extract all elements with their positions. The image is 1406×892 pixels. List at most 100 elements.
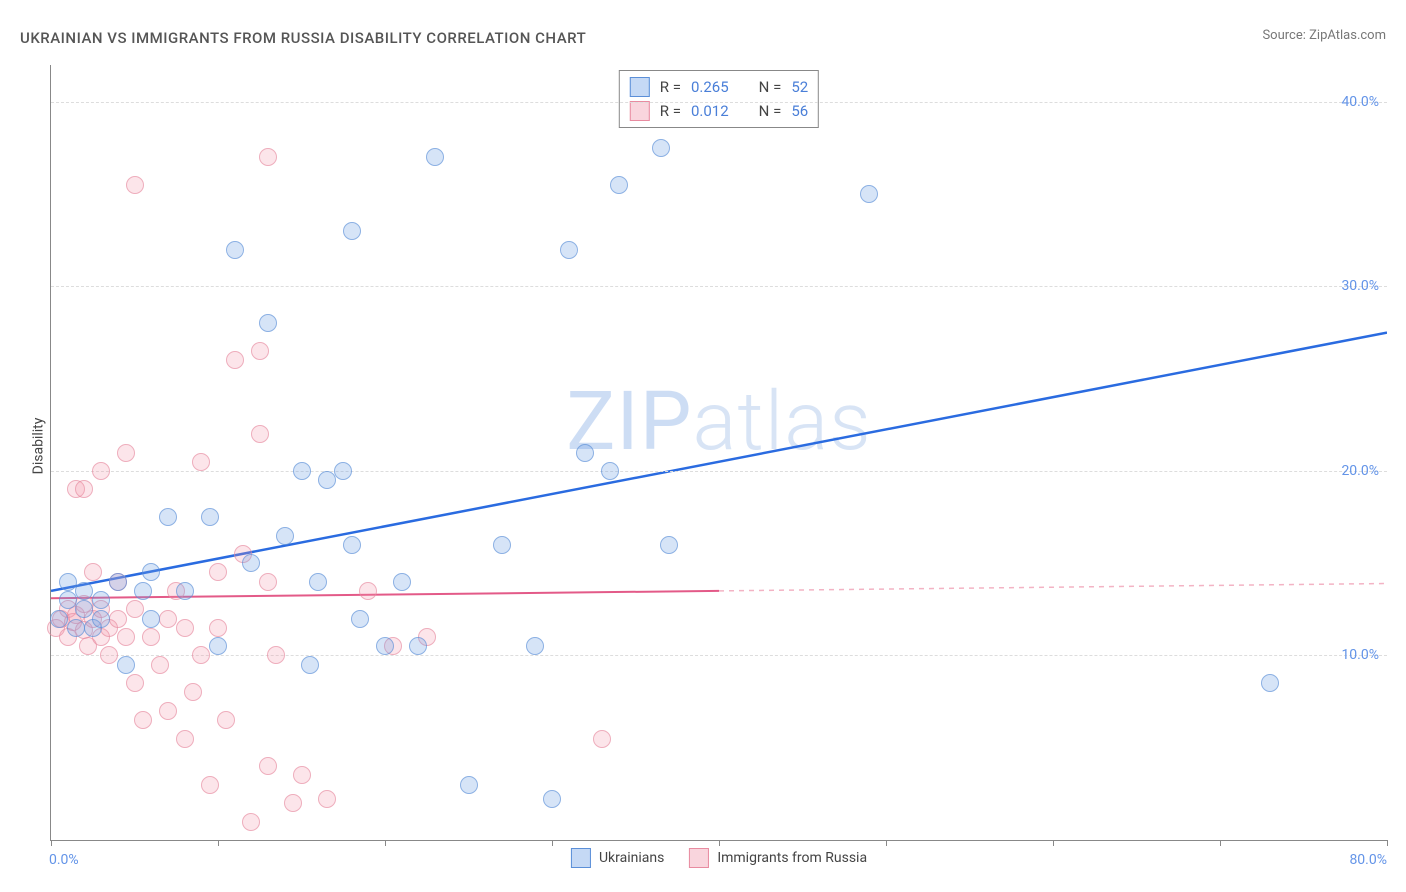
data-point [284,794,302,812]
legend: Ukrainians Immigrants from Russia [571,848,867,868]
data-point [601,462,619,480]
scatter-plot: ZIPatlas R = 0.265 N = 52 R = 0.012 N = … [50,65,1387,841]
data-point [75,480,93,498]
x-tick [51,840,52,846]
data-point [176,619,194,637]
swatch-blue-icon [571,848,591,868]
data-point [543,790,561,808]
data-point [59,591,77,609]
data-point [242,554,260,572]
data-point [184,683,202,701]
data-point [1261,674,1279,692]
data-point [267,646,285,664]
data-point [293,462,311,480]
legend-item-ukrainians: Ukrainians [571,848,664,868]
data-point [293,766,311,784]
data-point [309,573,327,591]
x-tick-label: 80.0% [1349,852,1387,868]
data-point [117,628,135,646]
data-point [126,176,144,194]
data-point [209,619,227,637]
data-point [259,148,277,166]
data-point [92,591,110,609]
data-point [652,139,670,157]
data-point [343,222,361,240]
data-point [226,241,244,259]
data-point [393,573,411,591]
grid-line [51,471,1387,472]
data-point [376,637,394,655]
data-point [217,711,235,729]
data-point [159,508,177,526]
data-point [359,582,377,600]
data-point [301,656,319,674]
swatch-blue-icon [630,77,650,97]
data-point [84,563,102,581]
data-point [318,471,336,489]
data-point [142,610,160,628]
data-point [151,656,169,674]
data-point [526,637,544,655]
data-point [176,582,194,600]
data-point [134,711,152,729]
data-point [142,563,160,581]
data-point [117,444,135,462]
x-tick [218,840,219,846]
x-tick-label: 0.0% [49,852,79,868]
data-point [134,582,152,600]
chart-title: UKRAINIAN VS IMMIGRANTS FROM RUSSIA DISA… [20,29,586,47]
data-point [660,536,678,554]
data-point [226,351,244,369]
data-point [126,600,144,618]
y-tick-label: 20.0% [1341,463,1379,479]
data-point [117,656,135,674]
y-tick-label: 40.0% [1341,94,1379,110]
data-point [159,702,177,720]
swatch-pink-icon [630,101,650,121]
data-point [209,563,227,581]
data-point [251,342,269,360]
data-point [109,610,127,628]
data-point [276,527,294,545]
data-point [593,730,611,748]
x-tick [385,840,386,846]
data-point [860,185,878,203]
x-tick [1387,840,1388,846]
data-point [201,776,219,794]
data-point [67,619,85,637]
data-point [560,241,578,259]
data-point [251,425,269,443]
data-point [92,610,110,628]
data-point [109,573,127,591]
data-point [100,646,118,664]
data-point [176,730,194,748]
x-tick [719,840,720,846]
data-point [351,610,369,628]
y-axis-label: Disability [30,418,46,475]
data-point [59,573,77,591]
data-point [126,674,144,692]
trend-lines-layer [51,65,1387,840]
data-point [50,610,68,628]
data-point [92,462,110,480]
x-tick [1053,840,1054,846]
data-point [192,646,210,664]
source-credit: Source: ZipAtlas.com [1262,28,1386,43]
data-point [426,148,444,166]
correlation-stats-box: R = 0.265 N = 52 R = 0.012 N = 56 [619,70,819,128]
data-point [142,628,160,646]
watermark-text: ZIPatlas [566,374,871,470]
data-point [75,600,93,618]
y-tick-label: 30.0% [1341,278,1379,294]
legend-item-russia: Immigrants from Russia [689,848,867,868]
y-tick-label: 10.0% [1341,647,1379,663]
data-point [493,536,511,554]
data-point [259,314,277,332]
stats-row-ukrainians: R = 0.265 N = 52 [630,75,808,99]
data-point [259,573,277,591]
data-point [201,508,219,526]
data-point [259,757,277,775]
data-point [334,462,352,480]
data-point [343,536,361,554]
data-point [75,582,93,600]
